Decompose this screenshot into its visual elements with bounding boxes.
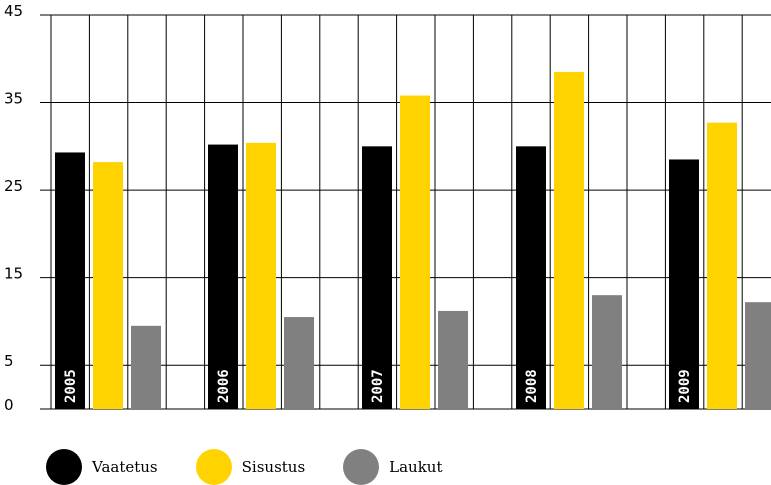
- legend-item: Vaatetus: [46, 449, 158, 485]
- legend-item: Laukut: [343, 449, 443, 485]
- y-tick-label: 45: [4, 2, 23, 20]
- category-label: 2008: [524, 369, 540, 403]
- bar-laukut-2008: [592, 295, 622, 409]
- chart-grid: [40, 14, 771, 410]
- y-tick-label: 5: [4, 352, 14, 370]
- y-tick-label: 25: [4, 177, 23, 195]
- bar-laukut-2009: [745, 302, 771, 409]
- bar-laukut-2007: [438, 310, 468, 409]
- y-tick-label: 15: [4, 265, 23, 283]
- bar-vaatetus-2009: [669, 159, 699, 409]
- bar-chart: 0 5 15 25 35 45 2005 2006 2007 2008 2009: [4, 2, 771, 414]
- legend-swatch: [46, 449, 82, 485]
- category-label: 2009: [677, 369, 693, 403]
- chart-bars: [55, 71, 771, 410]
- y-tick-label: 35: [4, 90, 23, 108]
- bar-sisustus-2009: [707, 122, 737, 410]
- bar-laukut-2006: [284, 317, 314, 409]
- legend: Vaatetus Sisustus Laukut: [46, 449, 481, 485]
- category-label: 2007: [370, 369, 386, 403]
- legend-label: Vaatetus: [92, 458, 158, 476]
- bar-sisustus-2007: [400, 95, 430, 409]
- legend-swatch: [195, 449, 232, 485]
- bar-vaatetus-2008: [516, 146, 546, 410]
- bar-vaatetus-2006: [208, 144, 238, 410]
- bar-laukut-2005: [131, 325, 161, 409]
- bar-vaatetus-2005: [55, 152, 85, 409]
- chart-labels: 0 5 15 25 35 45 2005 2006 2007 2008 2009: [4, 2, 693, 414]
- legend-item: Sisustus: [195, 449, 306, 485]
- bar-vaatetus-2007: [362, 146, 392, 410]
- y-tick-label: 0: [4, 396, 14, 414]
- legend-label: Sisustus: [241, 458, 306, 476]
- bar-sisustus-2006: [246, 142, 276, 409]
- bar-sisustus-2005: [93, 162, 123, 409]
- legend-swatch: [343, 449, 380, 485]
- legend-label: Laukut: [389, 458, 443, 476]
- category-label: 2005: [63, 369, 79, 403]
- category-label: 2006: [216, 369, 232, 403]
- bar-sisustus-2008: [554, 71, 584, 410]
